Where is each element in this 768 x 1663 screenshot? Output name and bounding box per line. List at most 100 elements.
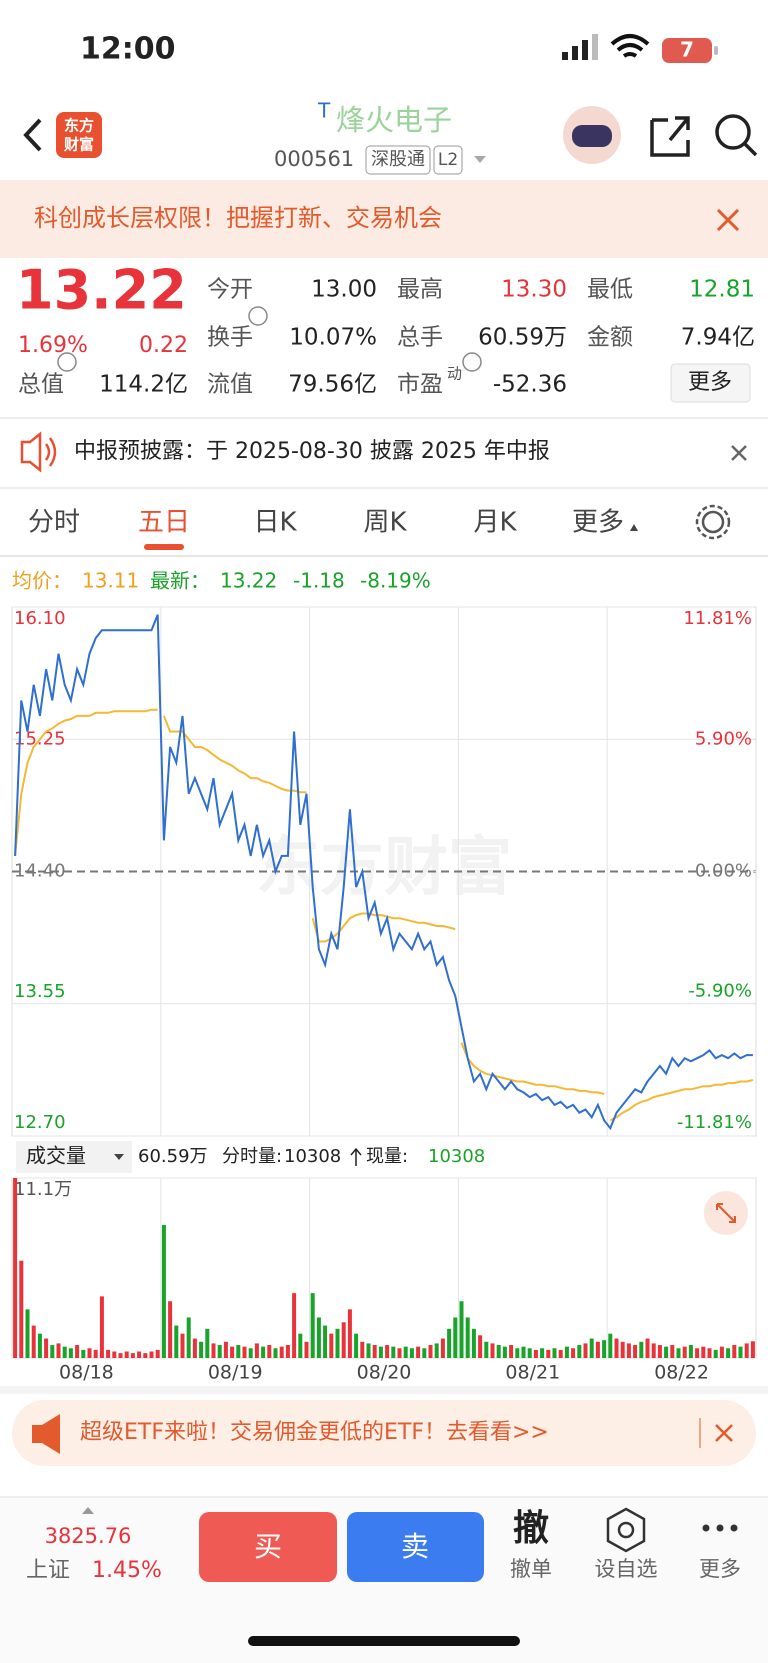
stock-code: 000561 — [274, 147, 354, 171]
volume-bar — [577, 1345, 582, 1358]
volume-bar — [676, 1348, 681, 1358]
volume-bar — [509, 1345, 514, 1358]
promo-banner[interactable] — [0, 180, 768, 258]
share-icon[interactable] — [650, 116, 690, 157]
pe-superscript: 动 — [447, 365, 462, 383]
speaker-icon — [20, 431, 57, 473]
volume-bar — [68, 1348, 73, 1358]
volume-bar — [155, 1349, 160, 1358]
notice-text[interactable]: 中报预披露：于 2025-08-30 披露 2025 年中报 — [74, 439, 550, 464]
sell-label[interactable]: 卖 — [401, 1530, 429, 1563]
volume-bar — [620, 1341, 625, 1358]
tab[interactable]: 更多 — [572, 508, 624, 538]
tab[interactable]: 周K — [363, 508, 407, 538]
index-pct[interactable]: 1.45% — [92, 1558, 162, 1583]
etf-close[interactable] — [715, 1424, 733, 1442]
more-label[interactable]: 更多 — [699, 1557, 741, 1581]
search-icon[interactable] — [715, 114, 751, 150]
stock-name: 烽火电子 — [336, 103, 452, 137]
dropdown-arrow[interactable] — [474, 156, 486, 163]
tab[interactable]: 分时 — [28, 508, 80, 538]
current-volume: 10308 — [428, 1146, 485, 1167]
volume-bar — [645, 1338, 650, 1358]
field-value: 13.00 — [311, 277, 377, 303]
volume-bar — [527, 1348, 532, 1358]
indicator-selector[interactable] — [16, 1141, 132, 1173]
avg-label: 均价： — [12, 569, 72, 593]
volume-bar — [738, 1346, 743, 1358]
index-name[interactable]: 上证 — [26, 1558, 70, 1583]
volume-chart: 11.1万 08/18 08/19 08/20 08/21 08/22 — [11, 1177, 757, 1384]
buy-button[interactable] — [199, 1512, 337, 1582]
period-change-pct: -8.19% — [360, 569, 431, 593]
change: 0.22 — [139, 333, 188, 358]
watermark: 东方财富 — [256, 831, 512, 905]
volume-bar — [168, 1301, 173, 1358]
battery — [662, 38, 712, 63]
field-value: 10.07% — [289, 325, 377, 351]
tab[interactable]: 日K — [253, 508, 297, 538]
avg-value: 13.11 — [82, 569, 139, 593]
volume-bar — [732, 1345, 737, 1358]
volume-bar — [701, 1346, 706, 1358]
info-icon[interactable] — [248, 306, 268, 326]
indicator-name[interactable]: 成交量 — [26, 1144, 86, 1168]
sell-button[interactable] — [347, 1512, 484, 1582]
volume-bar — [254, 1343, 259, 1358]
volume-bar — [124, 1351, 129, 1358]
more-button[interactable] — [670, 363, 751, 403]
volume-bar — [453, 1317, 458, 1358]
back-button[interactable] — [23, 118, 42, 152]
y-tick-label: 14.40 — [14, 861, 66, 882]
change-pct: 1.69% — [18, 333, 88, 358]
t-mark: T — [317, 99, 331, 123]
buy-label[interactable]: 买 — [254, 1530, 282, 1563]
settings-icon[interactable] — [701, 510, 725, 534]
index-value[interactable]: 3825.76 — [45, 1524, 132, 1548]
y2-tick-label: -5.90% — [688, 981, 752, 1002]
field-label: 最低 — [587, 277, 633, 303]
more-icon[interactable] — [702, 1524, 738, 1532]
field-value: 114.2亿 — [99, 372, 188, 398]
volume-bar — [428, 1345, 433, 1358]
tab-indicator — [144, 544, 184, 550]
tab[interactable]: 五日 — [138, 508, 190, 538]
volume-bar — [199, 1341, 204, 1358]
volume-bar — [490, 1343, 495, 1358]
volume-bar — [403, 1346, 408, 1358]
tab[interactable]: 月K — [473, 508, 517, 538]
volume-bar — [298, 1333, 303, 1358]
avg-price-line — [162, 715, 307, 794]
wifi-icon — [610, 34, 650, 58]
tick-volume-label: 分时量: — [222, 1146, 282, 1167]
last-label: 最新： — [150, 569, 210, 593]
expand-icon — [716, 1203, 736, 1223]
info-icon[interactable] — [462, 352, 482, 372]
watch-label[interactable]: 设自选 — [595, 1557, 658, 1581]
volume-bar — [99, 1296, 104, 1358]
volume-bar — [261, 1346, 266, 1358]
banner-text[interactable]: 科创成长层权限！把握打新、交易机会 — [34, 204, 442, 232]
volume-bar — [112, 1351, 117, 1358]
etf-text[interactable]: 超级ETF来啦！交易佣金更低的ETF！去看看>> — [80, 1420, 549, 1445]
watch-icon[interactable] — [606, 1507, 646, 1553]
volume-bar — [75, 1345, 80, 1358]
volume-bar — [416, 1346, 421, 1358]
banner-close[interactable] — [716, 208, 740, 232]
info-icon[interactable] — [57, 352, 77, 372]
cancel-label[interactable]: 撤单 — [510, 1557, 552, 1581]
volume-bar — [161, 1225, 166, 1358]
volume-bar — [633, 1345, 638, 1358]
volume-bar — [657, 1345, 662, 1358]
etf-banner[interactable] — [12, 1400, 756, 1466]
status-time: 12:00 — [80, 32, 176, 67]
last-price: 13.22 — [16, 259, 187, 322]
volume-bar — [217, 1345, 222, 1358]
volume-bar — [515, 1348, 520, 1358]
volume-bar — [682, 1346, 687, 1358]
notice-close[interactable] — [731, 445, 747, 461]
more-button-label[interactable]: 更多 — [688, 370, 732, 395]
volume-bar — [521, 1346, 526, 1358]
cancel-icon[interactable]: 撤 — [513, 1508, 549, 1549]
